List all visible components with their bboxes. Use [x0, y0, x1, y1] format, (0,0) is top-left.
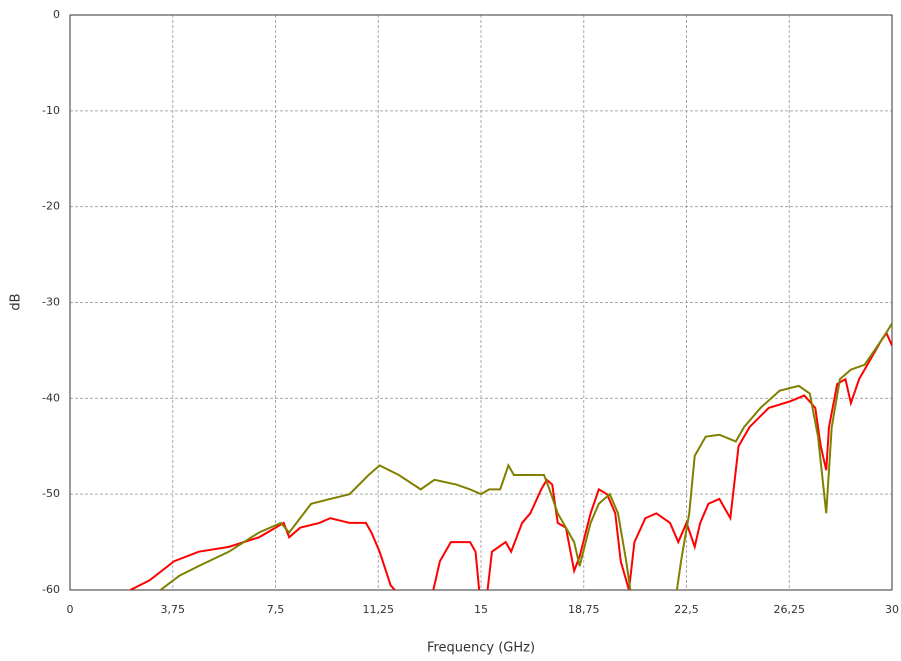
y-tick-label: 0	[53, 8, 60, 21]
series-line	[159, 323, 892, 590]
x-tick-label: 11,25	[363, 603, 395, 616]
y-tick-label: -30	[42, 296, 60, 309]
x-tick-label: 22,5	[674, 603, 699, 616]
x-tick-label: 30	[885, 603, 899, 616]
y-tick-label: -10	[42, 104, 60, 117]
x-tick-label: 26,25	[774, 603, 806, 616]
y-tick-label: -50	[42, 487, 60, 500]
x-tick-label: 0	[67, 603, 74, 616]
y-tick-label: -40	[42, 391, 60, 404]
x-tick-label: 7,5	[267, 603, 285, 616]
y-axis-title: dB	[9, 293, 24, 310]
plot-frame	[69, 14, 893, 591]
x-tick-label: 18,75	[568, 603, 600, 616]
x-tick-label: 3,75	[161, 603, 186, 616]
x-tick-label: 15	[474, 603, 488, 616]
x-axis-title: Frequency (GHz)	[427, 641, 535, 656]
y-tick-label: -20	[42, 200, 60, 213]
series-line	[129, 331, 892, 590]
y-tick-label: -60	[42, 583, 60, 596]
